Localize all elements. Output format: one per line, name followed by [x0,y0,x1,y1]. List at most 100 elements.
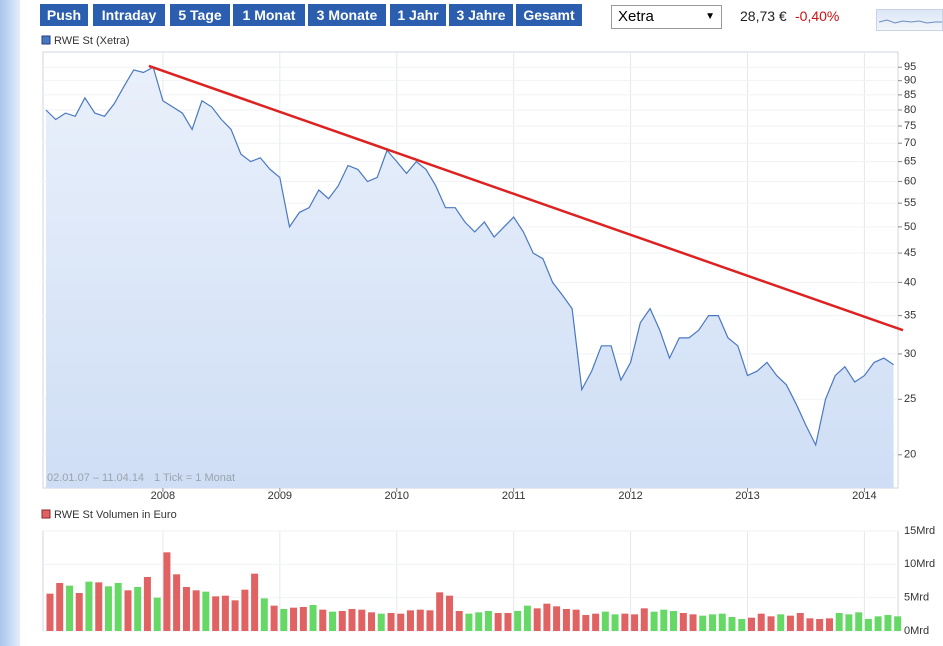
y-tick-label: 15Mrd [904,525,935,537]
y-tick-label: 90 [904,75,916,87]
range-button[interactable]: 5 Tage [170,4,230,26]
volume-bar [192,590,200,631]
x-tick-label: 2013 [735,490,759,502]
y-tick-label: 70 [904,137,916,149]
volume-bar [484,611,492,631]
volume-bar [718,613,726,631]
exchange-value: Xetra [618,8,654,25]
price-change: -0,40% [795,8,840,24]
volume-bar [338,611,346,631]
volume-bar [348,609,356,631]
range-button[interactable]: 3 Jahre [449,4,513,26]
volume-bar [709,614,717,631]
y-tick-label: 45 [904,247,916,259]
volume-bar [835,613,843,631]
volume-bar [260,598,268,631]
x-tick-label: 2010 [385,490,409,502]
y-tick-label: 75 [904,120,916,132]
volume-bar [796,613,804,631]
volume-bar [426,610,434,631]
volume-bar [124,590,132,631]
exchange-select[interactable]: Xetra ▼ [611,5,722,29]
volume-bar [748,617,756,631]
legend-label: RWE St (Xetra) [54,35,130,47]
volume-bar [660,609,668,631]
volume-bar [611,614,619,631]
y-tick-label: 95 [904,61,916,73]
volume-bar [75,593,83,631]
range-button[interactable]: 1 Jahr [390,4,446,26]
volume-bar [85,581,93,631]
volume-bar [562,609,570,631]
volume-bar [757,613,765,631]
y-tick-label: 25 [904,393,916,405]
volume-bar [173,574,181,631]
range-button[interactable]: 1 Monat [233,4,305,26]
y-tick-label: 55 [904,197,916,209]
volume-bar [104,586,112,631]
volume-bar [212,596,220,631]
volume-bar [299,607,307,631]
volume-bar [416,609,424,631]
volume-bar [406,610,414,631]
volume-bar [56,583,64,631]
volume-bar [777,614,785,631]
range-button[interactable]: 3 Monate [308,4,386,26]
volume-bar [66,585,74,631]
price-area [46,67,894,488]
volume-bar [231,600,239,631]
volume-bar [241,589,249,631]
y-tick-label: 5Mrd [904,592,929,604]
y-tick-label: 65 [904,156,916,168]
legend-label: RWE St Volumen in Euro [54,509,177,521]
legend-swatch [41,35,51,45]
volume-bar [143,577,151,631]
y-tick-label: 60 [904,175,916,187]
y-tick-label: 20 [904,449,916,461]
x-tick-label: 2014 [852,490,876,502]
volume-bar [738,619,746,631]
volume-bar [679,613,687,631]
volume-bar [114,583,122,631]
plot-area [42,51,899,489]
volume-bar [455,611,463,631]
volume-bar [387,613,395,631]
y-tick-label: 35 [904,310,916,322]
mini-chart[interactable] [876,9,943,31]
volume-bar [436,592,444,631]
volume-bar [816,619,824,631]
y-tick-label: 10Mrd [904,558,935,570]
y-tick-label: 40 [904,276,916,288]
volume-bar [650,611,658,631]
range-button[interactable]: Gesamt [516,4,582,26]
y-tick-label: 30 [904,348,916,360]
range-button[interactable]: Intraday [93,4,165,26]
volume-bar [884,615,892,631]
volume-bar [202,591,210,631]
range-button[interactable]: Push [40,4,88,26]
volume-bar [95,582,103,631]
volume-bar [767,616,775,631]
volume-bar [475,612,483,631]
volume-bar [592,613,600,631]
x-tick-label: 2008 [151,490,175,502]
volume-bar [270,605,278,631]
volume-bar [728,617,736,631]
volume-bar [134,587,142,631]
dropdown-arrow: ▼ [705,11,715,22]
volume-bar [446,595,454,631]
volume-bar [601,611,609,631]
volume-bar [163,552,171,631]
mini-chart-line [878,19,942,24]
volume-bar [280,609,288,631]
side-strip [0,0,20,646]
volume-bar [397,613,405,631]
volume-bar [582,615,590,631]
volume-bar [806,618,814,631]
legend-swatch [41,509,51,519]
trendline [148,64,904,332]
x-tick-label: 2012 [618,490,642,502]
volume-bar [309,605,317,631]
